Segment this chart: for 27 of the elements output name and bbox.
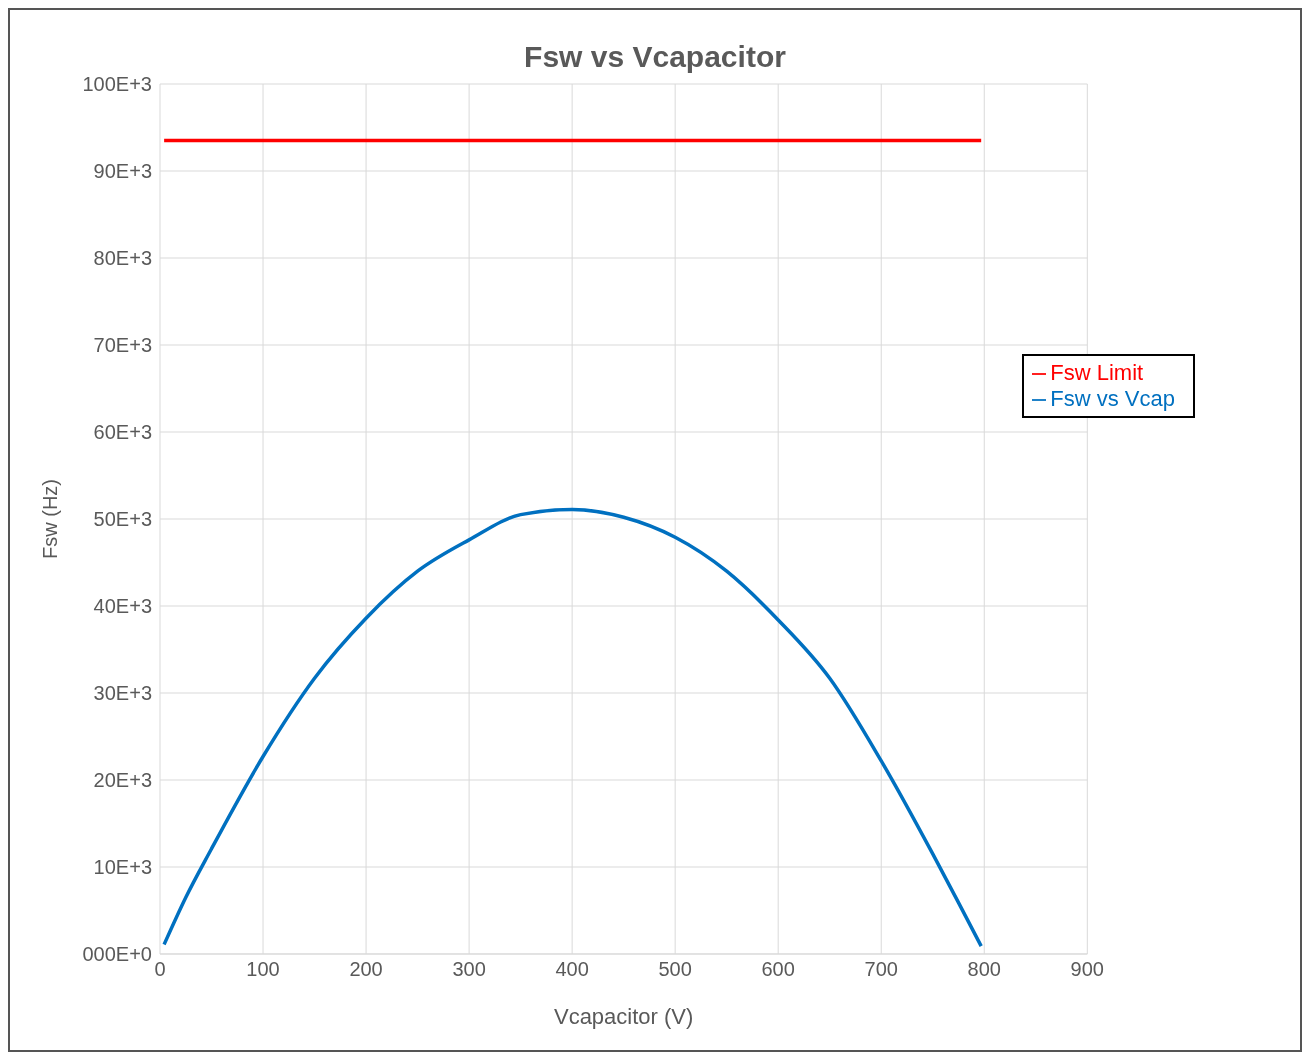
- y-tick-label: 50E+3: [93, 508, 152, 531]
- x-axis-title: Vcapacitor (V): [553, 1004, 694, 1029]
- x-tick-label: 100: [246, 958, 280, 981]
- y-tick-label: 20E+3: [93, 769, 152, 792]
- line-series: [162, 507, 983, 948]
- y-tick-label: 60E+3: [93, 421, 152, 444]
- x-tick-label: 800: [967, 958, 1001, 981]
- x-tick-label: 200: [349, 958, 383, 981]
- x-tick-label: 700: [864, 958, 898, 981]
- legend-label: Fsw vs Vcap: [1050, 386, 1175, 411]
- x-tick-label: 400: [555, 958, 589, 981]
- y-tick-label: 90E+3: [93, 160, 152, 183]
- y-tick-label: 30E+3: [93, 682, 152, 705]
- x-tick-label: 300: [452, 958, 486, 981]
- y-tick-label: 80E+3: [93, 247, 152, 270]
- y-tick-label: 10E+3: [93, 856, 152, 879]
- y-tick-label: 100E+3: [82, 73, 152, 96]
- x-tick-label: 900: [1070, 958, 1104, 981]
- legend-label: Fsw Limit: [1050, 360, 1144, 385]
- x-tick-label: 600: [761, 958, 795, 981]
- chart-title: Fsw vs Vcapacitor: [523, 40, 787, 74]
- x-tick-label: 500: [658, 958, 692, 981]
- y-tick-label: 40E+3: [93, 595, 152, 618]
- y-tick-label: 000E+0: [82, 943, 152, 966]
- y-tick-label: 70E+3: [93, 334, 152, 357]
- x-tick-label: 0: [154, 958, 166, 981]
- y-axis-title: Fsw (Hz): [39, 479, 62, 559]
